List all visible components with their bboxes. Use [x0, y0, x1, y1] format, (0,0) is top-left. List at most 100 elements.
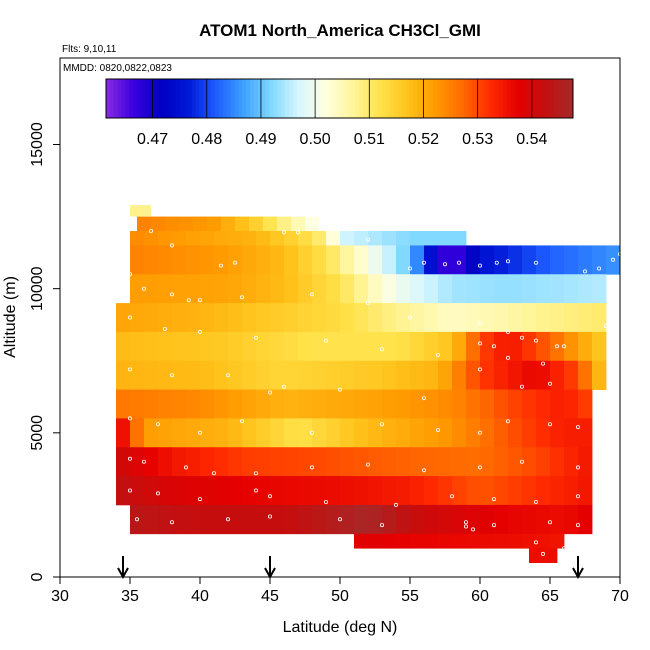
heatmap-cell — [172, 389, 187, 419]
heatmap-cell — [438, 389, 453, 419]
heatmap-cell — [326, 476, 341, 506]
colorbar-segment — [534, 79, 539, 118]
heatmap-cell — [578, 245, 593, 275]
heatmap-cell — [172, 360, 187, 390]
heatmap-cell — [200, 447, 215, 477]
heatmap-layer — [116, 205, 621, 563]
heatmap-cell — [214, 331, 229, 362]
data-point — [239, 295, 244, 300]
heatmap-cell — [466, 447, 481, 477]
heatmap-cell — [522, 504, 537, 535]
heatmap-cell — [550, 418, 565, 448]
heatmap-cell — [340, 476, 355, 506]
heatmap-cell — [158, 245, 173, 275]
heatmap-cell — [214, 504, 229, 535]
heatmap-cell — [452, 331, 467, 362]
heatmap-cell — [550, 447, 565, 477]
heatmap-cell — [284, 231, 299, 246]
data-point — [421, 260, 426, 265]
colorbar-segment — [429, 79, 434, 118]
data-point — [442, 262, 447, 267]
heatmap-cell — [158, 231, 173, 246]
heatmap-cell — [312, 389, 327, 419]
heatmap-cell — [312, 231, 327, 246]
colorbar-segment — [471, 79, 477, 118]
heatmap-cell — [592, 331, 607, 362]
data-point — [477, 367, 482, 372]
heatmap-cell — [564, 331, 579, 362]
data-point — [197, 430, 202, 435]
colorbar-segment — [530, 79, 535, 118]
heatmap-cell — [410, 360, 425, 390]
heatmap-cell — [298, 389, 313, 419]
heatmap-cell — [480, 331, 495, 362]
heatmap-cell — [536, 245, 551, 275]
heatmap-cell — [144, 447, 159, 477]
data-point — [456, 260, 461, 265]
heatmap-cell — [130, 245, 145, 275]
data-point — [169, 373, 174, 378]
heatmap-cell — [284, 331, 299, 362]
heatmap-cell — [466, 504, 481, 535]
colorbar-segment — [218, 79, 224, 118]
heatmap-cell — [494, 389, 509, 419]
heatmap-cell — [228, 331, 243, 362]
colorbar-segment — [397, 79, 403, 118]
heatmap-cell — [522, 476, 537, 506]
heatmap-cell — [312, 360, 327, 390]
colorbar-segment — [499, 79, 504, 118]
heatmap-cell — [284, 504, 299, 535]
heatmap-cell — [270, 476, 285, 506]
data-point — [186, 298, 191, 303]
heatmap-cell — [228, 231, 243, 246]
heatmap-cell — [144, 504, 159, 535]
data-point — [295, 230, 300, 235]
data-point — [127, 456, 132, 461]
colorbar-segment — [464, 79, 469, 118]
heatmap-cell — [298, 418, 313, 448]
heatmap-cell — [200, 303, 215, 333]
heatmap-cell — [452, 504, 467, 535]
heatmap-cell — [242, 231, 257, 246]
colorbar-segment — [448, 79, 453, 118]
heatmap-cell — [382, 389, 397, 419]
flight-marker-arrowhead — [572, 567, 584, 580]
data-point — [211, 471, 216, 476]
heatmap-cell — [326, 231, 341, 246]
data-point — [323, 499, 328, 504]
heatmap-cell — [480, 533, 495, 549]
data-point — [141, 286, 146, 291]
heatmap-cell — [228, 245, 243, 275]
heatmap-cell — [424, 476, 439, 506]
colorbar-segment — [495, 79, 500, 118]
heatmap-cell — [354, 245, 369, 275]
heatmap-cell — [508, 504, 523, 535]
data-point — [127, 315, 132, 320]
heatmap-cell — [480, 245, 495, 275]
heatmap-cell — [340, 447, 355, 477]
data-point — [127, 488, 132, 493]
data-point — [169, 292, 174, 297]
heatmap-cell — [277, 216, 292, 232]
heatmap-cell — [116, 418, 131, 448]
heatmap-cell — [172, 418, 187, 448]
colorbar-segment — [152, 79, 158, 118]
heatmap-cell — [186, 447, 201, 477]
heatmap-cell — [200, 231, 215, 246]
heatmap-cell — [368, 231, 383, 246]
heatmap-cell — [130, 205, 151, 217]
colorbar-segment — [285, 79, 290, 118]
colorbar-segment — [370, 79, 376, 118]
heatmap-cell — [256, 418, 271, 448]
heatmap-cell — [242, 245, 257, 275]
data-point — [127, 223, 132, 228]
heatmap-cell — [312, 447, 327, 477]
heatmap-cell — [242, 274, 257, 304]
data-point — [477, 263, 482, 268]
heatmap-cell — [116, 447, 131, 477]
heatmap-cell — [543, 548, 558, 563]
heatmap-cell — [242, 418, 257, 448]
data-point — [365, 301, 370, 306]
data-point — [407, 315, 412, 320]
data-point — [379, 347, 384, 352]
